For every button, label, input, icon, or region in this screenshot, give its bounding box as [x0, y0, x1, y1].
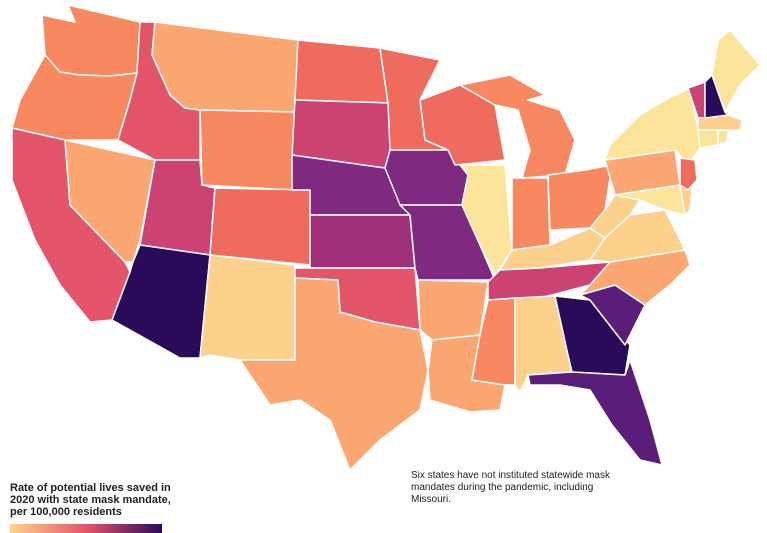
state-new-york[interactable] — [604, 87, 701, 166]
state-rhode-island[interactable] — [717, 129, 729, 146]
legend-title: Rate of potential lives saved in 2020 wi… — [10, 482, 200, 518]
state-maryland[interactable] — [614, 184, 686, 216]
footnote: Six states have not instituted statewide… — [411, 470, 641, 506]
state-arkansas[interactable] — [417, 279, 489, 341]
legend-title-line: per 100,000 residents — [10, 506, 122, 518]
footnote-line: mandates during the pandemic, including — [411, 482, 594, 493]
legend-color-scale — [10, 524, 162, 533]
state-new-jersey[interactable] — [679, 157, 698, 191]
state-michigan[interactable] — [459, 74, 576, 179]
state-texas[interactable] — [239, 277, 429, 471]
state-indiana[interactable] — [511, 177, 551, 251]
state-new-mexico[interactable] — [199, 254, 296, 361]
footnote-line: Missouri. — [411, 494, 452, 505]
state-wyoming[interactable] — [199, 109, 296, 191]
state-connecticut[interactable] — [697, 129, 719, 149]
state-colorado[interactable] — [209, 187, 311, 266]
state-washington[interactable] — [41, 4, 141, 77]
state-north-dakota[interactable] — [294, 39, 389, 104]
state-florida[interactable] — [527, 359, 663, 466]
state-montana[interactable] — [151, 21, 299, 113]
legend-title-line: 2020 with state mask mandate, — [10, 494, 171, 506]
state-kansas[interactable] — [309, 214, 416, 269]
legend-title-line: Rate of potential lives saved in — [10, 482, 171, 494]
footnote-line: Six states have not instituted statewide… — [411, 470, 610, 481]
state-maine[interactable] — [711, 29, 761, 113]
state-new-hampshire[interactable] — [704, 74, 729, 119]
state-illinois[interactable] — [461, 164, 513, 276]
state-tennessee[interactable] — [487, 261, 611, 301]
